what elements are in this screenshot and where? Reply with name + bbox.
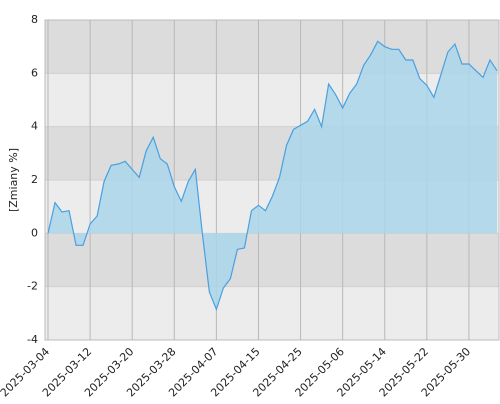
area (48, 41, 497, 310)
y-tick-label: 0 (31, 226, 38, 239)
band (45, 286, 499, 340)
line (47, 40, 498, 312)
y-tick-label: 4 (31, 120, 38, 133)
plot-border (44, 19, 500, 341)
y-tick-label: -4 (27, 333, 38, 346)
band (45, 233, 499, 287)
y-tick-label: -2 (27, 280, 38, 293)
y-tick-label: 6 (31, 66, 38, 79)
y-tick-label: 8 (31, 13, 38, 26)
y-tick-label: 2 (31, 173, 38, 186)
y-axis-label: [Zmiany %] (7, 148, 20, 212)
band (45, 20, 499, 74)
